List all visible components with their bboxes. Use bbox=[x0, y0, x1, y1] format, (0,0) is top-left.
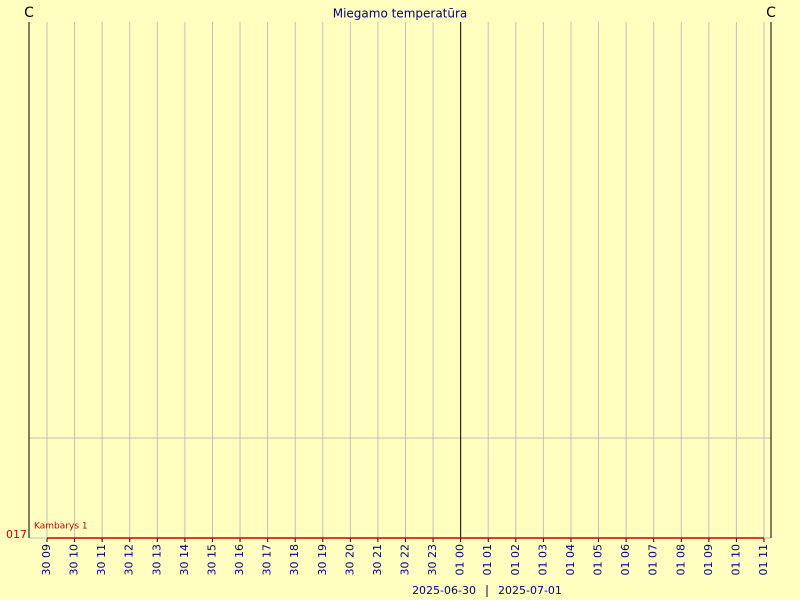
date-label: 2025-06-30 bbox=[412, 584, 476, 597]
x-tick-label: 01 08 bbox=[674, 544, 687, 576]
y-unit-left: C bbox=[24, 5, 34, 21]
x-tick-label: 01 09 bbox=[702, 544, 715, 576]
y-tick-label: 017 bbox=[6, 528, 27, 541]
x-tick-label: 30 13 bbox=[150, 544, 163, 576]
x-tick-label: 30 11 bbox=[95, 544, 108, 576]
x-tick-label: 01 10 bbox=[729, 544, 742, 576]
x-tick-label: 01 01 bbox=[481, 544, 494, 576]
x-tick-label: 30 23 bbox=[426, 544, 439, 576]
x-tick-label: 30 16 bbox=[233, 544, 246, 576]
x-tick-label: 01 06 bbox=[619, 544, 632, 576]
x-tick-label: 30 10 bbox=[68, 544, 81, 576]
x-tick-label: 01 04 bbox=[564, 544, 577, 576]
x-tick-label: 01 00 bbox=[454, 544, 467, 576]
x-tick-label: 30 17 bbox=[261, 544, 274, 576]
x-tick-label: 30 21 bbox=[371, 544, 384, 576]
x-tick-label: 01 03 bbox=[536, 544, 549, 576]
x-tick-label: 01 11 bbox=[757, 544, 770, 576]
x-tick-label: 01 05 bbox=[592, 544, 605, 576]
x-tick-label: 30 12 bbox=[123, 544, 136, 576]
legend-label: Kambarys 1 bbox=[34, 522, 88, 532]
chart-title: Miegamo temperatūra bbox=[333, 7, 468, 21]
x-tick-label: 30 15 bbox=[205, 544, 218, 576]
x-tick-label: 30 14 bbox=[178, 544, 191, 576]
x-tick-label: 30 09 bbox=[40, 544, 53, 576]
x-tick-label: 01 07 bbox=[647, 544, 660, 576]
x-tick-label: 30 20 bbox=[343, 544, 356, 576]
x-tick-label: 30 18 bbox=[288, 544, 301, 576]
x-tick-label: 30 19 bbox=[316, 544, 329, 576]
date-label: 2025-07-01 bbox=[498, 584, 562, 597]
x-tick-label: 30 22 bbox=[399, 544, 412, 576]
x-tick-label: 01 02 bbox=[509, 544, 522, 576]
y-unit-right: C bbox=[766, 5, 776, 21]
